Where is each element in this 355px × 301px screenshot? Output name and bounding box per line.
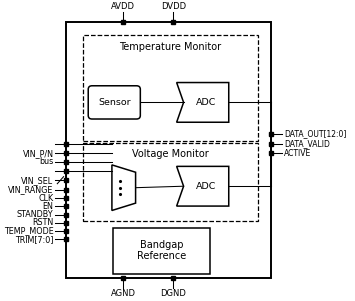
Text: ADC: ADC [196,98,216,107]
Bar [66,22,271,278]
Text: Reference: Reference [137,251,186,261]
Polygon shape [112,165,136,210]
Text: VIN_RANGE: VIN_RANGE [8,185,54,194]
Text: Bandgap: Bandgap [140,240,184,250]
Text: AGND: AGND [110,289,136,298]
Text: ACTIVE: ACTIVE [284,149,311,158]
Text: VIN_P/N: VIN_P/N [22,149,54,158]
Text: EN: EN [43,202,54,211]
Text: RSTN: RSTN [32,218,54,227]
Text: DATA_OUT[12:0]: DATA_OUT[12:0] [284,129,346,138]
Text: CLK: CLK [38,194,54,203]
Text: VIN_SEL: VIN_SEL [21,176,54,185]
Text: DATA_VALID: DATA_VALID [284,139,330,148]
Polygon shape [177,82,229,122]
Text: DGND: DGND [160,289,186,298]
Polygon shape [177,166,229,206]
Text: TEMP_MODE: TEMP_MODE [4,227,54,236]
Bar [83,36,258,141]
Text: Temperature Monitor: Temperature Monitor [119,42,222,52]
Bar [114,228,210,274]
Bar [83,143,258,221]
Text: STANDBY: STANDBY [17,210,54,219]
Text: ADC: ADC [196,182,216,191]
Text: AVDD: AVDD [111,2,135,11]
Text: DVDD: DVDD [161,2,186,11]
FancyBboxPatch shape [88,86,140,119]
Text: TRIM[7:0]: TRIM[7:0] [15,235,54,244]
Text: Sensor: Sensor [98,98,131,107]
Text: bus: bus [39,157,54,166]
Text: Voltage Monitor: Voltage Monitor [132,149,209,159]
